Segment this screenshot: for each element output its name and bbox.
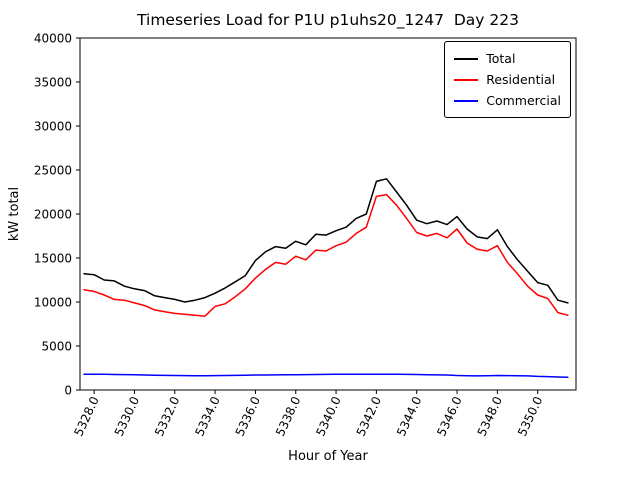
- x-tick-label: 5334.0: [192, 394, 222, 438]
- x-tick-label: 5338.0: [273, 394, 303, 438]
- x-tick-label: 5350.0: [515, 394, 545, 438]
- chart-title: Timeseries Load for P1U p1uhs20_1247 Day…: [136, 11, 519, 30]
- y-axis-label: kW total: [7, 187, 22, 241]
- x-tick-label: 5348.0: [475, 394, 505, 438]
- y-tick-label: 0: [64, 384, 72, 398]
- x-tick-label: 5342.0: [354, 394, 384, 438]
- legend-label-residential: Residential: [486, 72, 556, 87]
- legend: Total Residential Commercial: [444, 41, 571, 118]
- legend-entry-commercial[interactable]: Commercial: [454, 90, 561, 111]
- y-tick-label: 5000: [41, 340, 72, 354]
- y-tick-label: 35000: [34, 76, 72, 90]
- x-tick-label: 5336.0: [233, 394, 263, 438]
- y-tick-label: 40000: [34, 32, 72, 46]
- legend-label-commercial: Commercial: [486, 93, 561, 108]
- legend-entry-total[interactable]: Total: [454, 48, 561, 69]
- x-tick-label: 5328.0: [71, 394, 101, 438]
- commercial-series-line: [83, 373, 569, 378]
- y-tick-label: 10000: [34, 296, 72, 310]
- legend-label-total: Total: [486, 51, 516, 66]
- y-tick-label: 25000: [34, 164, 72, 178]
- legend-entry-residential[interactable]: Residential: [454, 69, 561, 90]
- commercial-line-swatch: [454, 99, 479, 102]
- y-tick-label: 30000: [34, 120, 72, 134]
- total-series-line: [83, 178, 569, 304]
- y-tick-label: 15000: [34, 252, 72, 266]
- x-tick-label: 5330.0: [112, 394, 142, 438]
- residential-line-swatch: [454, 78, 479, 81]
- x-tick-label: 5346.0: [434, 394, 464, 438]
- x-tick-label: 5344.0: [394, 394, 424, 438]
- total-line-swatch: [454, 57, 479, 60]
- x-axis-label: Hour of Year: [288, 449, 368, 464]
- x-tick-label: 5332.0: [152, 394, 182, 438]
- x-tick-label: 5340.0: [313, 394, 343, 438]
- residential-series-line: [83, 193, 569, 317]
- y-tick-label: 20000: [34, 208, 72, 222]
